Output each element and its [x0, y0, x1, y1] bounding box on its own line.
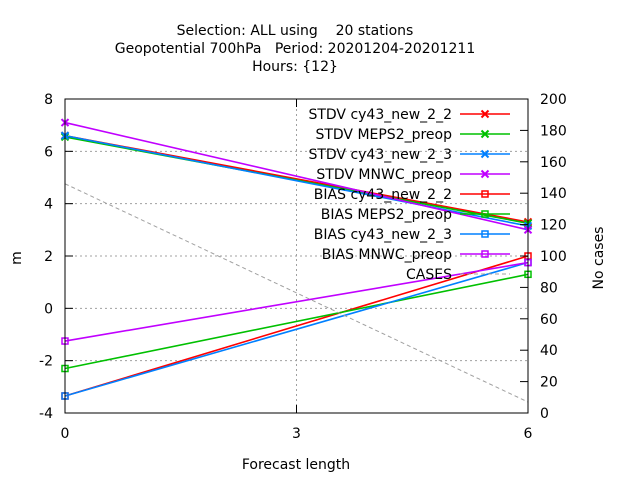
marker-square [481, 210, 489, 218]
series-lines [64, 121, 529, 403]
y2-axis-ticks: 0 20 40 60 80 100 120 140 160 180 200 [520, 92, 567, 422]
y2-tick-label: 200 [540, 92, 567, 108]
series-line-7 [64, 261, 529, 342]
series-line-8 [64, 183, 529, 403]
y2-tick-label: 60 [540, 312, 558, 328]
marker-x [480, 149, 490, 159]
marker-square [481, 190, 489, 198]
grid-lines [65, 99, 528, 413]
x-tick-label: 3 [292, 426, 301, 442]
title-line-2: Geopotential 700hPa Period: 20201204-202… [115, 41, 475, 57]
y2-tick-label: 0 [540, 406, 549, 422]
legend: STDV cy43_new_2_2 STDV MEPS2_preop STDV cy… [308, 107, 510, 283]
legend-label-8: CASES [406, 267, 452, 283]
x-axis-ticks: 0 3 6 [61, 99, 533, 442]
y2-tick-label: 100 [540, 249, 567, 265]
title-line-3: Hours: {12} [252, 59, 338, 75]
y-tick-label: 8 [44, 92, 53, 108]
y-tick-label: -4 [39, 406, 53, 422]
marker-square [481, 250, 489, 258]
y2-tick-label: 160 [540, 155, 567, 171]
legend-label-1: STDV MEPS2_preop [315, 127, 452, 143]
marker-x-stroke [480, 129, 490, 139]
legend-label-5: BIAS MEPS2_preop [321, 207, 452, 223]
x-axis-label: Forecast length [242, 457, 350, 473]
marker-x [480, 129, 490, 139]
legend-label-7: BIAS MNWC_preop [322, 247, 452, 263]
legend-label-4: BIAS cy43_new_2_2 [314, 187, 452, 203]
y-axis-label: m [9, 251, 25, 265]
marker-x [480, 109, 490, 119]
legend-label-3: STDV MNWC_preop [316, 167, 452, 183]
y-tick-label: 6 [44, 144, 53, 160]
y2-tick-label: 40 [540, 343, 558, 359]
legend-label-6: BIAS cy43_new_2_3 [314, 227, 452, 243]
legend-label-2: STDV cy43_new_2_3 [308, 147, 452, 163]
y2-tick-label: 120 [540, 218, 567, 234]
series-line-4 [64, 255, 529, 397]
y2-axis-label: No cases [591, 227, 607, 290]
marker-x-stroke [480, 109, 490, 119]
series-line-5 [64, 273, 529, 370]
marker-x-stroke [480, 149, 490, 159]
series-line-2 [64, 134, 529, 227]
marker-x [480, 169, 490, 179]
series-line-3 [64, 121, 529, 231]
y-tick-label: 4 [44, 197, 53, 213]
x-tick-label: 0 [61, 426, 70, 442]
title-line-1: Selection: ALL using 20 stations [177, 23, 414, 39]
y-tick-label: -2 [39, 354, 53, 370]
x-tick-label: 6 [524, 426, 533, 442]
marker-x-stroke [480, 169, 490, 179]
y-tick-label: 0 [44, 301, 53, 317]
y2-tick-label: 80 [540, 280, 558, 296]
y2-tick-label: 140 [540, 186, 567, 202]
y-tick-label: 2 [44, 249, 53, 265]
y-axis-ticks: -4 -2 0 2 4 6 8 [39, 92, 73, 422]
y2-tick-label: 20 [540, 375, 558, 391]
chart-title: Selection: ALL using 20 stations Geopote… [115, 23, 475, 75]
y2-tick-label: 180 [540, 123, 567, 139]
legend-label-0: STDV cy43_new_2_2 [308, 107, 452, 123]
marker-square [481, 230, 489, 238]
series-line-6 [64, 261, 529, 397]
